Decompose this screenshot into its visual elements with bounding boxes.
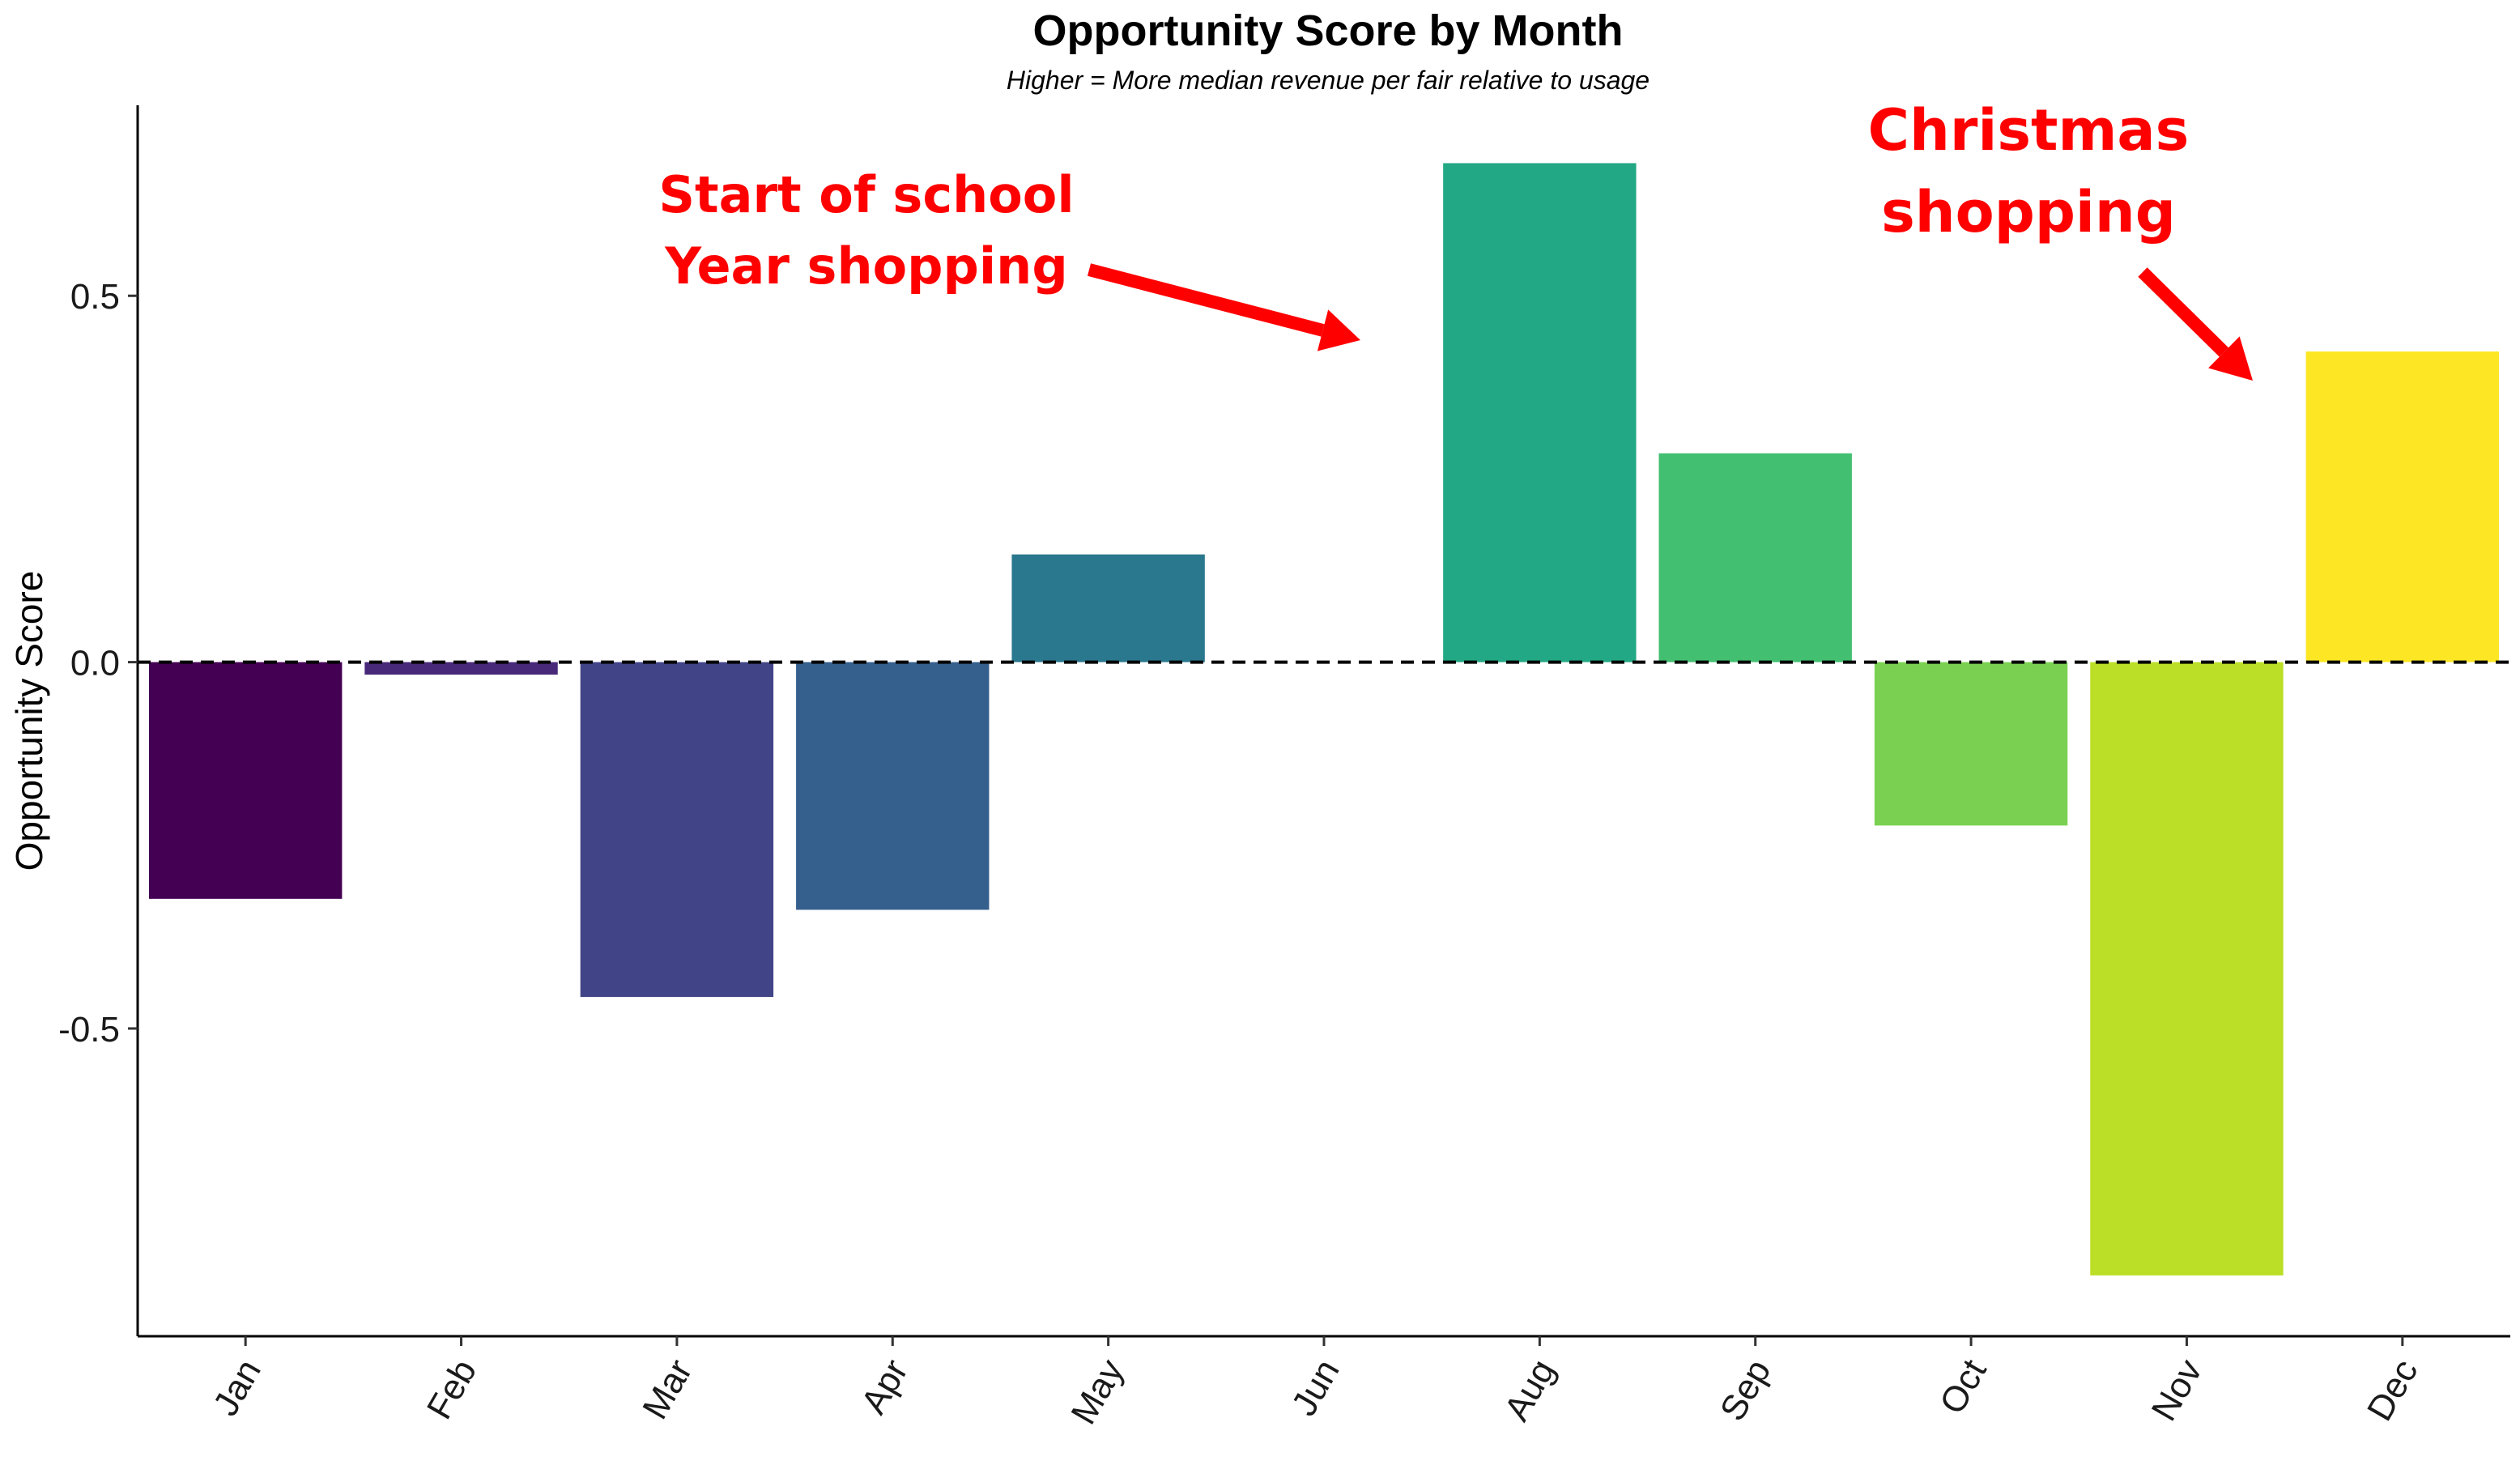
x-tick-label: Aug	[1496, 1353, 1563, 1428]
x-tick-label: Jan	[206, 1353, 269, 1423]
bar-may	[1011, 554, 1205, 662]
annotation-layer: Start of school Year shopping Christmas sho…	[658, 97, 2253, 381]
y-tick-label: 0.0	[70, 644, 120, 684]
annotation-text: shopping	[1881, 179, 2176, 245]
annotation-text: Christmas	[1868, 97, 2190, 164]
bar-oct	[1874, 662, 2068, 826]
annotation-arrow-shaft	[1087, 263, 1325, 337]
annotation-arrow-shaft	[2138, 267, 2228, 357]
annotation-text: Start of school	[658, 165, 1074, 224]
bar-aug	[1443, 163, 1637, 662]
y-tick-label: 0.5	[70, 277, 120, 317]
x-tick-label: Mar	[635, 1353, 700, 1426]
x-tick-label: Nov	[2144, 1353, 2211, 1428]
annotation-text: Year shopping	[664, 236, 1067, 296]
bar-nov	[2090, 662, 2284, 1275]
x-tick-label: Apr	[853, 1353, 916, 1421]
bar-mar	[580, 662, 774, 998]
bar-sep	[1658, 453, 1852, 662]
x-tick-label: May	[1063, 1353, 1131, 1431]
bar-feb	[364, 662, 558, 675]
bar-jan	[148, 662, 343, 899]
x-tick-label: Oct	[1932, 1353, 1994, 1421]
chart-subtitle: Higher = More median revenue per fair re…	[1007, 66, 1649, 95]
x-tick-label: Sep	[1713, 1353, 1779, 1428]
chart-title: Opportunity Score by Month	[1033, 6, 1624, 55]
y-axis-label: Opportunity Score	[8, 571, 50, 871]
bar-apr	[796, 662, 990, 910]
x-tick-label: Dec	[2360, 1353, 2426, 1428]
x-tick-label: Feb	[419, 1353, 484, 1426]
x-tick-label: Jun	[1284, 1353, 1347, 1423]
bar-dec	[2305, 351, 2500, 662]
plot-area: 0.5 0.0 -0.5 Jan Feb Mar Apr May Jun Aug Sep Oct Nov…	[58, 105, 2510, 1431]
annotation-arrow-head	[2208, 336, 2253, 381]
y-tick-label: -0.5	[58, 1010, 120, 1050]
annotation-arrow-head	[1317, 309, 1360, 351]
